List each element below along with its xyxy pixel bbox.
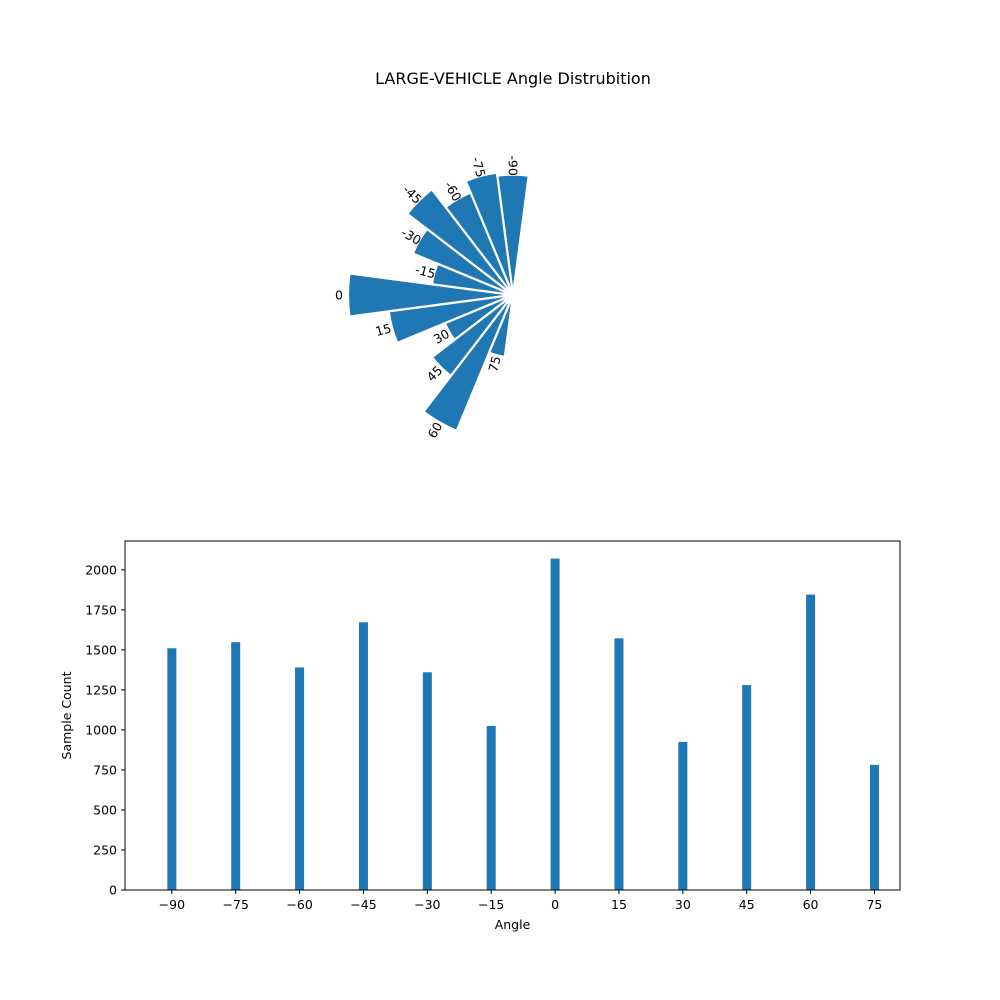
x-tick-label: −75 [223,897,249,912]
histogram-bar-0 [550,558,560,890]
y-tick-label: 1750 [85,602,117,617]
x-tick-label: 0 [551,897,559,912]
polar-label-75: 75 [485,354,504,373]
histogram-bars [167,558,879,890]
histogram-bar--90 [167,648,177,890]
polar-label--15: -15 [414,262,438,282]
x-tick-label: 15 [611,897,627,912]
x-tick-label: 75 [866,897,882,912]
histogram-axes-frame [124,540,901,891]
x-tick-label: 45 [739,897,755,912]
y-tick-label: 2000 [85,562,117,577]
x-tick-label: 60 [803,897,819,912]
y-axis-ticks: 0 250 500 750 1000 1250 1500 1750 2000 [85,562,125,898]
polar-bar--30 [411,227,514,297]
histogram-bar-75 [869,764,879,890]
x-tick-label: −45 [350,897,376,912]
polar-chart-title: LARGE-VEHICLE Angle Distrubition [375,69,651,88]
polar-label--90: -90 [506,155,521,175]
histogram-bar--15 [486,725,496,890]
histogram-chart: −90 −75 −60 −45 −30 −15 0 15 30 45 60 75 0 250 500 750… [59,540,901,932]
y-tick-label: 1000 [85,722,117,737]
x-axis-label: Angle [495,917,531,932]
x-tick-label: −60 [286,897,312,912]
histogram-bar--45 [358,622,368,890]
x-axis-ticks: −90 −75 −60 −45 −30 −15 0 15 30 45 60 75 [159,890,882,912]
x-tick-label: 30 [675,897,691,912]
x-tick-label: −90 [159,897,185,912]
polar-bar-0 [346,272,514,318]
x-tick-label: −30 [414,897,440,912]
histogram-bar--60 [295,667,305,890]
polar-label-30: 30 [431,326,452,347]
polar-bar--45 [405,187,514,296]
y-tick-label: 500 [93,802,117,817]
polar-label-0: 0 [335,288,343,303]
histogram-bar-30 [678,741,688,890]
y-tick-label: 250 [93,842,117,857]
polar-label-15: 15 [374,320,393,339]
histogram-bar-60 [806,594,816,890]
histogram-bar-45 [742,685,752,890]
polar-bar-60 [421,294,515,433]
histogram-bar--75 [231,642,241,890]
y-axis-label: Sample Count [59,671,74,759]
y-tick-label: 1250 [85,682,117,697]
histogram-bar-15 [614,638,624,890]
y-tick-label: 1500 [85,642,117,657]
polar-label--75: -75 [469,155,489,179]
y-tick-label: 750 [93,762,117,777]
y-tick-label: 0 [109,883,117,898]
polar-bar-75 [487,294,515,359]
polar-label-60: 60 [424,419,445,440]
x-tick-label: −15 [478,897,504,912]
histogram-bar--30 [422,672,432,890]
